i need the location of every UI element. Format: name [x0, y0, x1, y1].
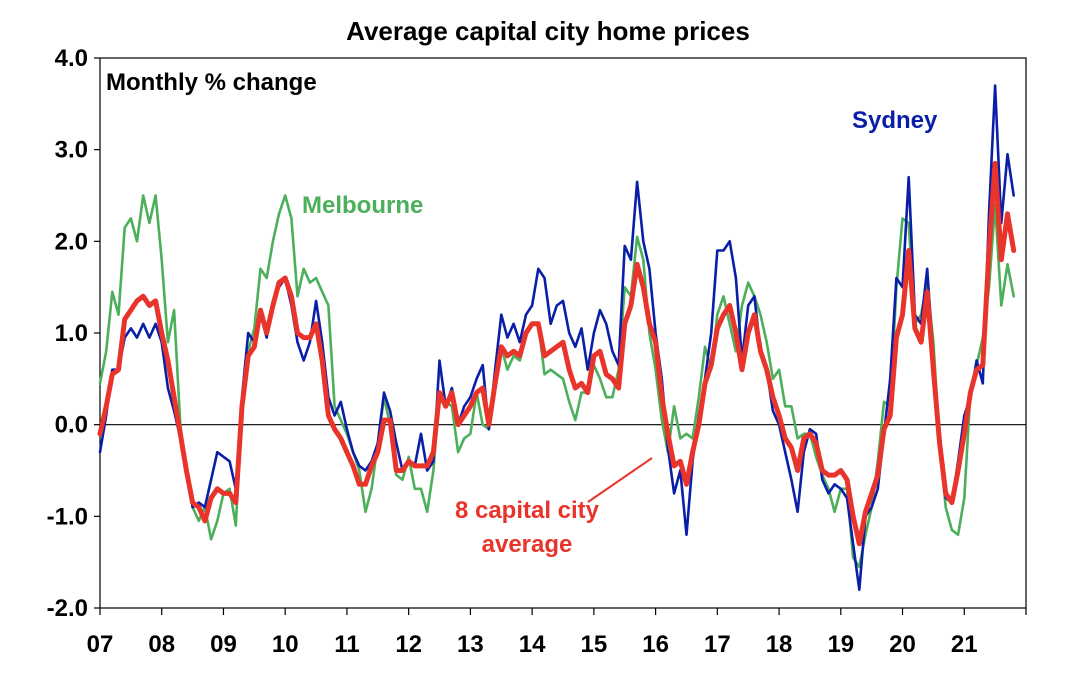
y-tick-label: 4.0	[55, 45, 88, 72]
x-tick-label: 07	[87, 631, 114, 658]
x-tick-label: 21	[951, 631, 978, 658]
melbourne-series-label: Melbourne	[302, 192, 423, 219]
x-tick-label: 20	[889, 631, 916, 658]
x-tick-label: 08	[148, 631, 175, 658]
sydney-line	[98, 84, 1015, 591]
y-tick-label: 1.0	[55, 320, 88, 347]
x-tick-label: 09	[210, 631, 237, 658]
x-tick-label: 11	[334, 631, 359, 658]
x-axis: 07 08 09 10 11 12 13 14 15 16 17 18 19 20 21	[87, 608, 1027, 658]
x-tick-label: 19	[827, 631, 854, 658]
x-tick-label: 17	[704, 631, 731, 658]
y-tick-label: -2.0	[47, 595, 88, 622]
average-line	[97, 160, 1017, 547]
x-tick-label: 16	[642, 631, 669, 658]
y-tick-label: 2.0	[55, 228, 88, 255]
x-tick-label: 12	[395, 631, 422, 658]
x-tick-label: 13	[457, 631, 484, 658]
plot-frame	[99, 57, 1027, 609]
average-label-pointer	[587, 457, 653, 503]
average-series-label-line1: 8 capital city	[455, 497, 600, 524]
x-tick-label: 15	[581, 631, 608, 658]
x-tick-label: 10	[272, 631, 299, 658]
y-axis: 4.0 3.0 2.0 1.0 0.0 -1.0 -2.0	[47, 45, 100, 622]
y-tick-label: -1.0	[47, 503, 88, 530]
sydney-series-label: Sydney	[852, 107, 938, 134]
x-tick-label: 18	[766, 631, 793, 658]
series-layer	[97, 84, 1017, 591]
y-tick-label: 3.0	[55, 137, 88, 164]
chart-title: Average capital city home prices	[346, 16, 750, 46]
y-tick-label: 0.0	[55, 412, 88, 439]
x-tick-label: 14	[519, 631, 546, 658]
chart-subtitle: Monthly % change	[106, 69, 317, 96]
average-series-label-line2: average	[482, 531, 573, 558]
